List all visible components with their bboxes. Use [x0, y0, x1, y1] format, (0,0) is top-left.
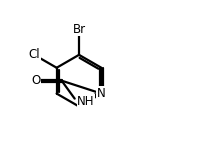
Text: Cl: Cl: [29, 48, 40, 61]
Text: NH: NH: [77, 95, 95, 108]
Text: Br: Br: [72, 23, 86, 35]
Text: N: N: [97, 87, 106, 100]
Text: N: N: [97, 87, 106, 100]
Text: O: O: [31, 74, 40, 87]
